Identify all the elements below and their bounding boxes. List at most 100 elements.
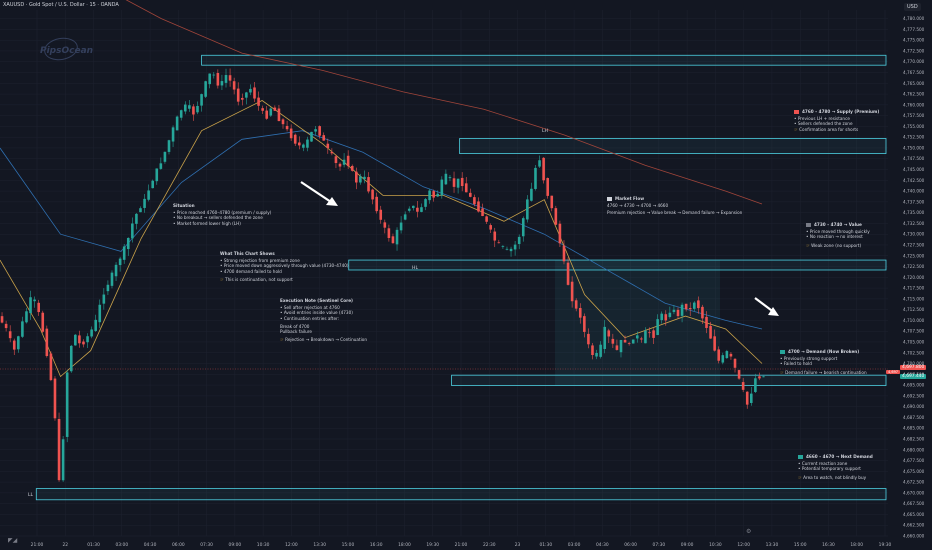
price-tick-label: 4,690.000	[903, 404, 925, 409]
candle-body	[412, 205, 415, 209]
note-supply-item: Previous LH + resistance	[794, 116, 879, 121]
last-price-tag[interactable]: 4,697.800	[900, 365, 927, 370]
candle-body	[293, 134, 297, 144]
time-tick-label: 19:30	[879, 542, 892, 548]
time-axis[interactable]: 21:00 22 01:30 03:00 04:30 06:00 07:30 09:00 10:…	[31, 542, 892, 548]
note-what-shows-title: What This Chart Shows	[220, 251, 275, 256]
candle-body	[493, 231, 497, 241]
candle-body	[725, 351, 729, 359]
price-tick-label: 4,762.500	[903, 92, 925, 97]
candle-body	[131, 223, 134, 239]
note-demand-broken: 4700 → Demand (Now Broken) Previously st…	[780, 349, 867, 375]
candle-body	[45, 328, 49, 357]
tradingview-logo-icon[interactable]: ◤◢	[8, 537, 18, 544]
candle-body	[342, 159, 346, 165]
candle-body	[371, 189, 374, 200]
candle-body	[729, 353, 733, 357]
currency-badge[interactable]: USD	[904, 3, 921, 11]
candle-body	[297, 142, 301, 146]
price-tick-label: 4,717.500	[903, 286, 925, 291]
candle-body	[721, 355, 725, 363]
price-tick-label: 4,775.000	[903, 38, 925, 43]
zone-box	[201, 54, 887, 66]
note-demand-broken-item: Previously strong support	[780, 356, 867, 361]
price-tick-label: 4,750.000	[903, 145, 925, 150]
candle-body	[163, 151, 167, 162]
candle-body	[562, 245, 566, 262]
price-tick-label: 4,682.500	[903, 436, 925, 441]
candle-body	[281, 119, 285, 125]
time-tick-label: 07:30	[653, 542, 666, 548]
candle-body	[627, 343, 631, 344]
candle-body	[314, 129, 317, 132]
candle-body	[664, 314, 668, 321]
candle-body	[379, 209, 383, 220]
candle-body	[273, 107, 277, 111]
candle-body	[391, 236, 395, 244]
price-tick-label: 4,705.000	[903, 339, 925, 344]
candle-body	[640, 338, 643, 340]
candle-body	[151, 180, 155, 189]
candle-body	[359, 176, 362, 183]
candle-body	[4, 323, 8, 329]
candle-body	[534, 167, 537, 189]
price-tick-label: 4,760.000	[903, 102, 925, 107]
candle-body	[688, 308, 692, 310]
price-tick-label: 4,695.000	[903, 383, 925, 388]
candle-body	[436, 193, 440, 197]
note-execution: Execution Note (Sentinel Core) Sell afte…	[280, 298, 367, 342]
candle-body	[126, 237, 130, 250]
candle-body	[603, 326, 607, 349]
candle-body	[668, 312, 672, 317]
gear-icon[interactable]: ⚙	[746, 528, 752, 535]
candle-body	[338, 163, 342, 167]
price-axis[interactable]: 4,780.000 4,777.500 4,775.000 4,772.500 4,77…	[888, 0, 932, 550]
price-tick-label: 4,692.500	[903, 393, 925, 398]
candle-body	[570, 281, 574, 302]
candle-body	[82, 341, 85, 345]
time-tick-label: 15:00	[794, 542, 807, 548]
note-market-flow-title-text: Market Flow	[615, 196, 645, 201]
price-tick-label: 4,667.500	[903, 501, 925, 506]
candle-body	[448, 177, 452, 179]
other-price-tag[interactable]: 4,697.440	[900, 374, 927, 379]
candle-body	[680, 304, 684, 316]
note-situation-item: No breakout → sellers defended the zone	[173, 215, 271, 220]
time-tick-label: 15:00	[342, 542, 355, 548]
zone-box	[35, 488, 887, 501]
candle-body	[526, 199, 529, 220]
candles	[0, 68, 888, 482]
demand-marker-icon	[780, 350, 785, 354]
note-execution-title: Execution Note (Sentinel Core)	[280, 298, 353, 303]
candle-body	[530, 188, 533, 201]
note-demand-broken-title-text: 4700 → Demand (Now Broken)	[788, 349, 860, 354]
candle-body	[94, 319, 97, 331]
candle-body	[110, 272, 114, 286]
candle-body	[37, 302, 40, 313]
candle-body	[86, 336, 89, 343]
price-tick-label: 4,700.000	[903, 361, 925, 366]
candle-body	[631, 339, 635, 344]
note-supply-title-text: 4760 – 4780 → Supply (Premium)	[802, 109, 880, 114]
candle-body	[648, 332, 651, 334]
candle-body	[424, 199, 427, 207]
time-tick-label: 22	[62, 542, 68, 548]
price-tick-label: 4,670.000	[903, 490, 925, 495]
time-tick-label: 10:30	[709, 542, 722, 548]
note-situation-item: Price reached 4760–4780 (premium / suppl…	[173, 210, 272, 215]
price-tick-label: 4,765.000	[903, 81, 925, 86]
ma-line-mid	[0, 130, 763, 330]
candle-body	[12, 340, 16, 350]
candle-body	[350, 165, 354, 171]
down-arrow-right-head	[768, 307, 779, 316]
candle-body	[583, 316, 586, 332]
symbol-title: XAUUSD · Gold Spot / U.S. Dollar · 15 · …	[3, 2, 119, 8]
candle-body	[656, 319, 659, 335]
candle-body	[497, 242, 501, 244]
candle-body	[159, 163, 163, 169]
time-tick-label: 18:00	[850, 542, 863, 548]
time-tick-label: 22:30	[483, 542, 496, 548]
candle-body	[375, 196, 378, 212]
note-execution-extra: Pullback failure	[280, 329, 312, 335]
